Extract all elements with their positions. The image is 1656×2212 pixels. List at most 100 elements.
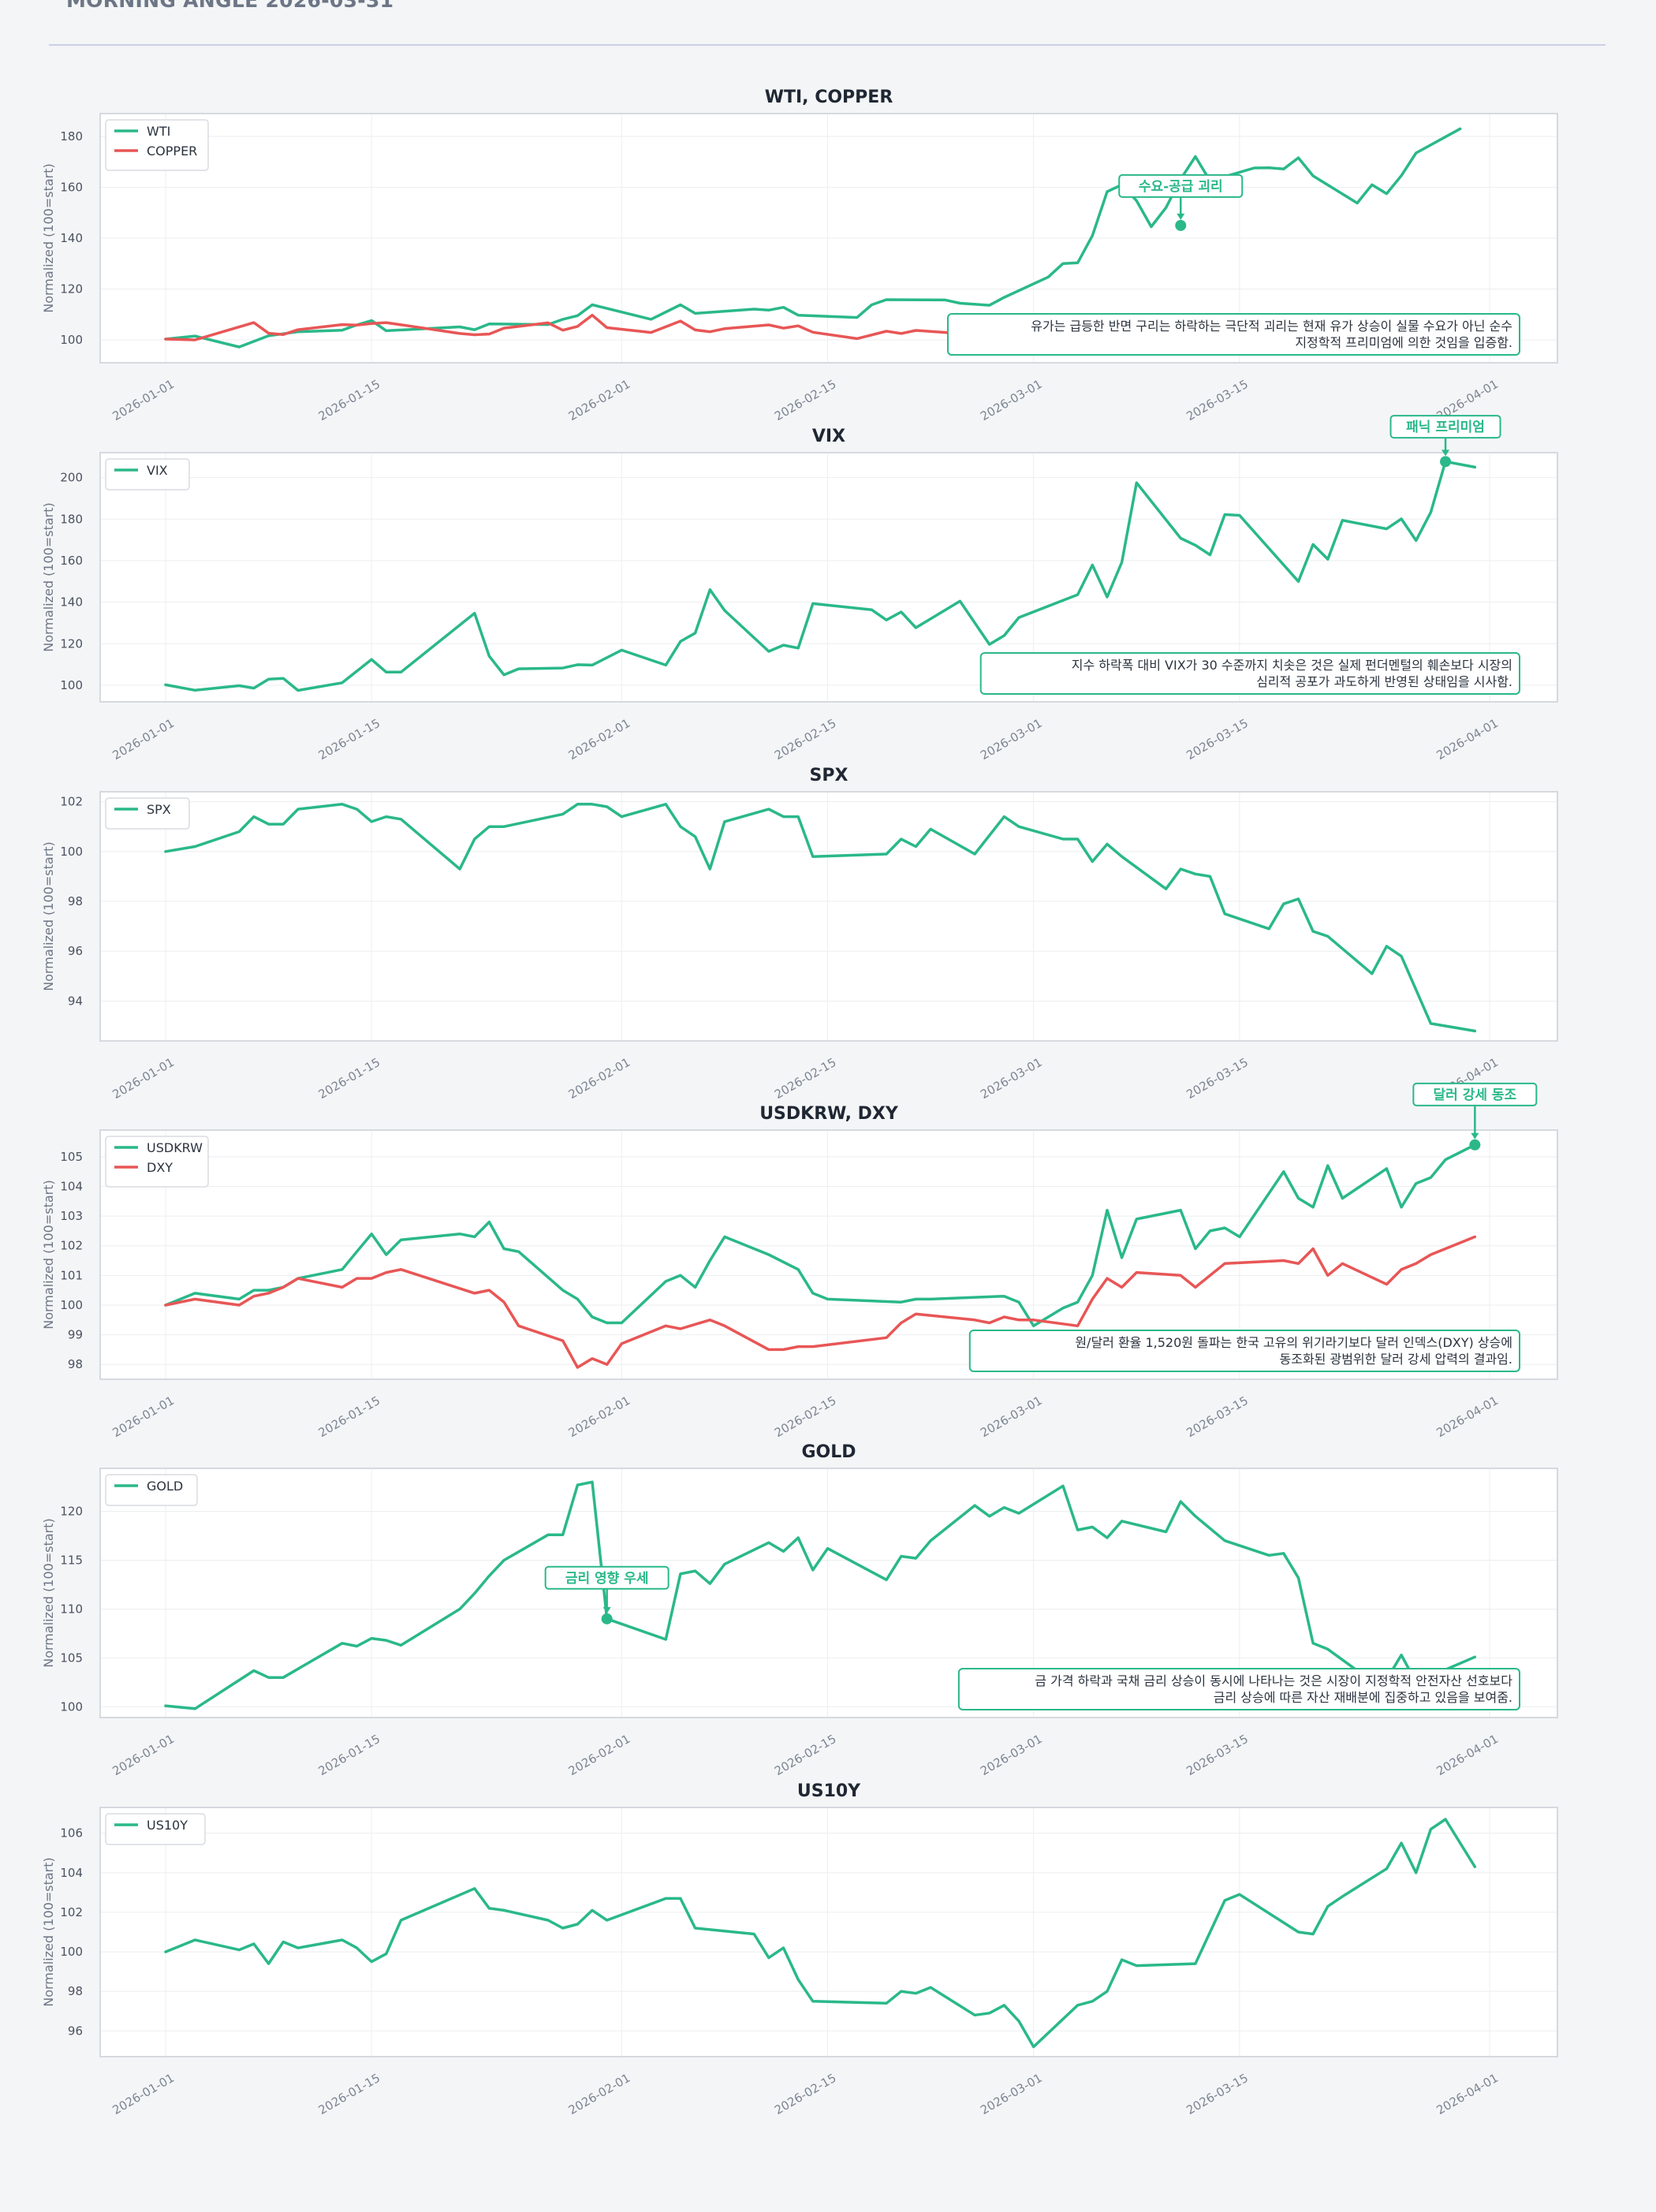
y-tick-label: 160 [60, 554, 83, 568]
note-frame [968, 1330, 1521, 1372]
legend: SPX [105, 797, 190, 830]
x-tick-label: 2026-01-15 [316, 716, 383, 763]
y-tick-label: 99 [68, 1328, 83, 1342]
y-tick-label: 102 [60, 1239, 83, 1253]
legend-label: GOLD [147, 1479, 183, 1494]
x-tick-label: 2026-01-01 [110, 377, 177, 423]
note-text: 심리적 공포가 과도하게 반영된 상태임을 시사함. [1256, 674, 1512, 689]
x-tick-label: 2026-01-01 [110, 1055, 177, 1102]
x-tick-label: 2026-03-01 [978, 1732, 1045, 1778]
y-tick-label: 200 [60, 471, 83, 485]
series-line-wti [164, 127, 1462, 349]
y-tick-label: 96 [68, 2024, 83, 2038]
note-text: 원/달러 환율 1,520원 돌파는 한국 고유의 위기라기보다 달러 인덱스(… [1075, 1335, 1512, 1350]
chart-title: SPX [810, 766, 849, 785]
y-axis-label: Normalized (100=start) [41, 1180, 56, 1330]
x-tick-label: 2026-02-01 [566, 1393, 633, 1440]
y-tick-label: 100 [60, 1945, 83, 1959]
x-tick-label: 2026-01-01 [110, 1732, 177, 1778]
chart-title: VIX [812, 427, 845, 446]
chart-title: US10Y [797, 1781, 861, 1801]
note-frame [957, 1668, 1520, 1710]
x-tick-label: 2026-02-15 [772, 377, 839, 423]
annotation-label-box [1412, 1082, 1538, 1106]
x-tick-label: 2026-01-15 [316, 1055, 383, 1102]
y-tick-label: 100 [60, 845, 83, 859]
y-tick-label: 102 [60, 1905, 83, 1919]
legend-box [105, 1136, 209, 1188]
y-axis-label: Normalized (100=start) [41, 1518, 56, 1668]
note-text: 지정학적 프리미엄에 의한 것임을 입증함. [1295, 335, 1512, 350]
x-tick-label: 2026-04-01 [1434, 1393, 1501, 1440]
y-tick-label: 103 [60, 1209, 83, 1223]
y-tick-label: 98 [68, 1984, 83, 1998]
chart-title: USDKRW, DXY [759, 1104, 899, 1124]
page-title: MORNING ANGLE 2026-03-31 [66, 0, 394, 12]
y-tick-label: 102 [60, 795, 83, 809]
note-box: 금 가격 하락과 국채 금리 상승이 동시에 나타나는 것은 시장이 지정학적 … [957, 1668, 1520, 1710]
y-tick-label: 140 [60, 231, 83, 245]
x-tick-label: 2026-01-15 [316, 1393, 383, 1440]
x-tick-label: 2026-02-01 [566, 377, 633, 423]
annotation: 금리 영향 우세 [544, 1565, 669, 1624]
y-axis-label: Normalized (100=start) [41, 841, 56, 991]
x-tick-label: 2026-03-15 [1184, 1055, 1251, 1102]
header-divider [49, 44, 1606, 46]
y-tick-label: 105 [60, 1150, 83, 1164]
plot-area [99, 1807, 1558, 2057]
series-line-usdkrw [164, 1143, 1477, 1328]
chart-title: GOLD [801, 1442, 856, 1462]
annotation-marker [1440, 456, 1452, 468]
x-tick-label: 2026-02-01 [566, 716, 633, 763]
y-tick-label: 98 [68, 894, 83, 908]
x-tick-label: 2026-04-01 [1434, 2071, 1501, 2117]
chart-1: WTI, COPPER 2026-01-01 2026-01-15 2026-02-0… [41, 88, 1558, 423]
y-tick-label: 100 [60, 1699, 83, 1714]
y-tick-label: 101 [60, 1268, 83, 1282]
x-tick-label: 2026-03-15 [1184, 716, 1251, 763]
legend-label: DXY [147, 1160, 173, 1175]
x-tick-label: 2026-01-15 [316, 2071, 383, 2117]
x-tick-label: 2026-03-15 [1184, 1732, 1251, 1778]
note-text: 지수 하락폭 대비 VIX가 30 수준까지 치솟은 것은 실제 펀더멘털의 훼… [1072, 658, 1512, 673]
note-box: 유가는 급등한 반면 구리는 하락하는 극단적 괴리는 현재 유가 상승이 실물… [947, 313, 1520, 356]
x-tick-label: 2026-04-01 [1434, 716, 1501, 763]
legend: GOLD [105, 1474, 198, 1506]
annotation-marker [1469, 1139, 1481, 1151]
note-frame [947, 313, 1520, 356]
annotation-label-box [544, 1565, 669, 1590]
annotation-label: 수요-공급 괴리 [1139, 179, 1223, 195]
chart-6: US10Y 2026-01-01 2026-01-15 2026-02-01 2026-… [41, 1781, 1558, 2117]
legend: US10Y [105, 1813, 206, 1845]
y-axis-label: Normalized (100=start) [41, 502, 56, 652]
legend: USDKRW DXY [105, 1136, 209, 1188]
series-line-gold [164, 1480, 1477, 1710]
x-tick-label: 2026-03-01 [978, 1393, 1045, 1440]
x-tick-label: 2026-02-15 [772, 716, 839, 763]
note-text: 동조화된 광범위한 달러 강세 압력의 결과임. [1280, 1352, 1512, 1367]
y-tick-label: 106 [60, 1826, 83, 1841]
annotation-arrowhead [602, 1606, 611, 1613]
y-tick-label: 94 [68, 994, 83, 1008]
y-tick-label: 104 [60, 1866, 83, 1880]
y-tick-label: 180 [60, 129, 83, 144]
plot-area [99, 791, 1558, 1042]
note-text: 금 가격 하락과 국채 금리 상승이 동시에 나타나는 것은 시장이 지정학적 … [1035, 1673, 1512, 1688]
y-tick-label: 96 [68, 944, 83, 958]
y-tick-label: 98 [68, 1357, 83, 1371]
note-box: 원/달러 환율 1,520원 돌파는 한국 고유의 위기라기보다 달러 인덱스(… [968, 1330, 1521, 1372]
note-frame [979, 652, 1520, 695]
legend-box [105, 1474, 198, 1506]
x-tick-label: 2026-01-01 [110, 1393, 177, 1440]
legend-box [105, 1813, 206, 1845]
x-tick-label: 2026-03-15 [1184, 2071, 1251, 2117]
x-tick-label: 2026-01-15 [316, 1732, 383, 1778]
x-tick-label: 2026-03-15 [1184, 1393, 1251, 1440]
chart-3: SPX 2026-01-01 2026-01-15 2026-02-01 2026-02… [41, 766, 1558, 1102]
annotation-label: 패닉 프리미엄 [1406, 420, 1485, 435]
annotation-label-box [1118, 173, 1244, 198]
legend-label: VIX [147, 463, 168, 478]
legend-label: SPX [147, 802, 171, 817]
y-tick-label: 120 [60, 1505, 83, 1519]
